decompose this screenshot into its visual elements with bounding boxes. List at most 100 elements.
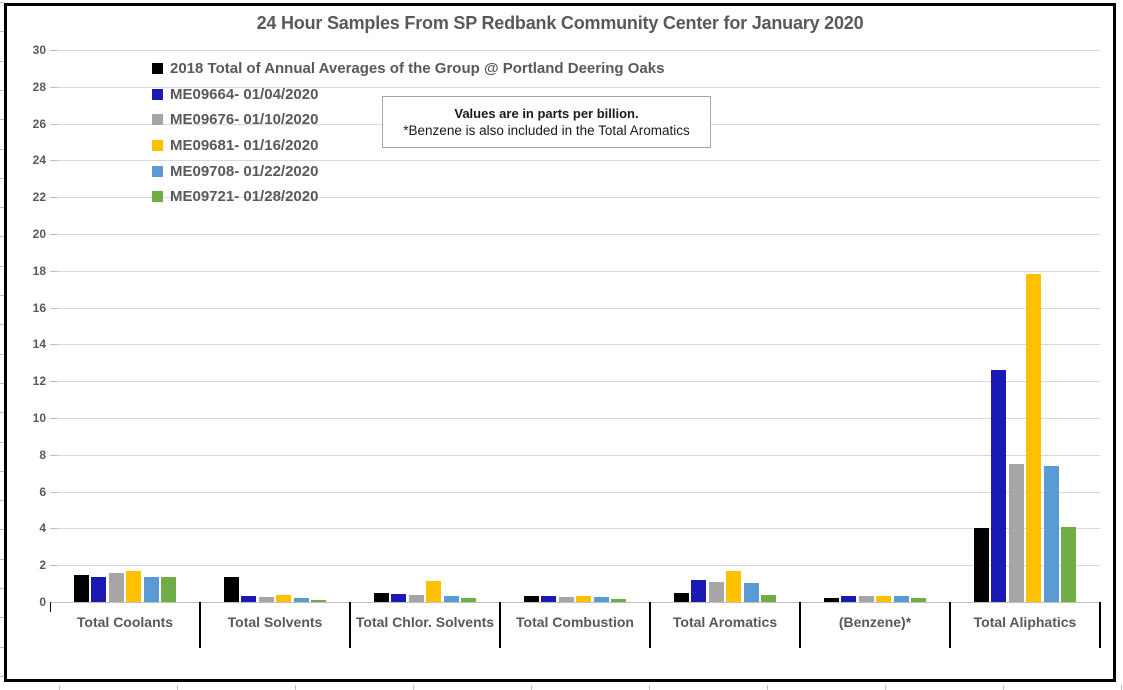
worksheet-column-gridline: [177, 685, 178, 690]
legend-item-label: ME09708- 01/22/2020: [170, 162, 319, 180]
worksheet-row-gridline: [0, 441, 4, 443]
worksheet-column-gridline: [59, 685, 60, 690]
worksheet-row-gridline: [0, 60, 4, 62]
y-axis-tick-label: 6: [39, 484, 46, 499]
worksheet-row-gridline: [0, 207, 4, 209]
legend-color-swatch-icon: [152, 140, 163, 152]
bar-series1-cat4: [524, 596, 539, 602]
legend-item-label: ME09676- 01/10/2020: [170, 111, 319, 129]
legend-item-label: ME09721- 01/28/2020: [170, 188, 319, 206]
x-axis-category-label: Total Aromatics: [672, 614, 778, 630]
worksheet-column-gridline: [413, 685, 414, 690]
note-line-benzene: *Benzene is also included in the Total A…: [403, 123, 690, 138]
y-axis-tick-label: 2: [39, 558, 46, 573]
gridline-16: [58, 307, 1100, 309]
x-axis-category-label: Total Solvents: [227, 614, 323, 630]
bar-series5-cat1: [143, 577, 159, 602]
y-axis-tick-16: [50, 307, 58, 309]
bar-series4-cat2: [276, 594, 292, 602]
y-axis-tick-label: 14: [32, 337, 46, 352]
bar-series5-cat6: [893, 596, 909, 602]
worksheet-row-gridline: [0, 265, 4, 267]
worksheet-column-gridline: [885, 685, 886, 690]
gridline-18: [58, 270, 1100, 272]
y-axis-tick-28: [50, 86, 58, 88]
worksheet-column-gridline: [295, 685, 296, 690]
worksheet-row-gridline: [0, 646, 4, 648]
y-axis-tick-10: [50, 418, 58, 419]
x-axis-edge-tick: [49, 602, 51, 612]
worksheet-row-gridline: [0, 617, 4, 619]
worksheet-row-gridline: [0, 2, 4, 3]
bar-series5-cat5: [743, 582, 759, 602]
bar-series3-cat7: [1008, 464, 1024, 602]
y-axis-tick-4: [50, 528, 58, 530]
gridline-22: [58, 197, 1100, 199]
gridline-2: [58, 565, 1100, 567]
bar-series3-cat1: [108, 573, 124, 602]
bar-series2-cat4: [541, 596, 557, 602]
bar-series4-cat5: [726, 570, 742, 602]
legend-item-label: ME09681- 01/16/2020: [170, 137, 319, 155]
legend-item-label: ME09664- 01/04/2020: [170, 85, 319, 103]
y-axis-tick-30: [50, 50, 58, 51]
worksheet-row-gridline: [0, 470, 4, 472]
note-box: Values are in parts per billion. *Benzen…: [382, 96, 711, 148]
bar-series1-cat7: [974, 528, 989, 602]
worksheet-row-gridline: [0, 295, 4, 296]
x-axis-category-label: (Benzene)*: [838, 614, 912, 630]
y-axis-tick-label: 30: [32, 43, 46, 57]
x-axis-line: [50, 602, 1100, 603]
y-axis-tick-label: 22: [32, 190, 46, 205]
bar-series5-cat7: [1043, 465, 1059, 602]
legend-color-swatch-icon: [152, 63, 163, 75]
y-axis-tick-label: 0: [39, 595, 46, 609]
gridline-20: [58, 234, 1100, 235]
gridline-12: [58, 381, 1100, 383]
legend-item-6: ME09721- 01/28/2020: [152, 184, 664, 210]
worksheet-row-gridline: [0, 500, 4, 502]
y-axis-tick-14: [50, 344, 58, 346]
bar-series3-cat3: [408, 594, 424, 602]
worksheet-row-gridline: [0, 324, 4, 326]
bar-series2-cat2: [241, 595, 257, 602]
legend-color-swatch-icon: [152, 88, 163, 100]
bar-series6-cat2: [311, 600, 326, 602]
y-axis-tick-label: 20: [32, 227, 46, 241]
category-separator-5: [799, 602, 801, 648]
bar-series6-cat3: [461, 598, 476, 602]
worksheet-row-gridline: [0, 529, 4, 531]
worksheet-row-gridline: [0, 148, 4, 150]
x-axis-category-label: Total Coolants: [76, 614, 174, 630]
worksheet-column-gridline: [767, 685, 768, 690]
worksheet-row-gridline: [0, 675, 4, 677]
gridline-4: [58, 528, 1100, 530]
y-axis-tick-18: [50, 270, 58, 272]
bar-series6-cat1: [161, 577, 176, 602]
bar-series6-cat6: [911, 598, 926, 602]
worksheet-row-gridline: [0, 412, 4, 414]
legend-item-1: 2018 Total of Annual Averages of the Gro…: [152, 56, 664, 82]
legend-color-swatch-icon: [152, 165, 163, 177]
x-axis-category-label: Total Aliphatics: [973, 614, 1077, 630]
worksheet-row-gridline: [0, 588, 4, 589]
chart-title: 24 Hour Samples From SP Redbank Communit…: [256, 13, 864, 33]
y-axis-tick-26: [50, 123, 58, 125]
gridline-10: [58, 418, 1100, 419]
bar-series3-cat4: [558, 597, 574, 602]
gridline-6: [58, 491, 1100, 493]
y-axis-tick-label: 4: [39, 521, 46, 536]
bar-series5-cat3: [443, 596, 459, 602]
bar-series2-cat6: [841, 596, 857, 602]
worksheet-row-gridline: [0, 558, 4, 560]
x-axis-category-label: Total Combustion: [516, 614, 634, 630]
category-separator-7: [1099, 602, 1101, 648]
bar-series6-cat5: [761, 594, 776, 602]
worksheet-column-gridline: [649, 685, 650, 690]
bar-series5-cat2: [293, 598, 309, 602]
gridline-14: [58, 344, 1100, 346]
y-axis-tick-24: [50, 160, 58, 162]
category-separator-3: [499, 602, 501, 648]
legend-color-swatch-icon: [152, 114, 163, 126]
